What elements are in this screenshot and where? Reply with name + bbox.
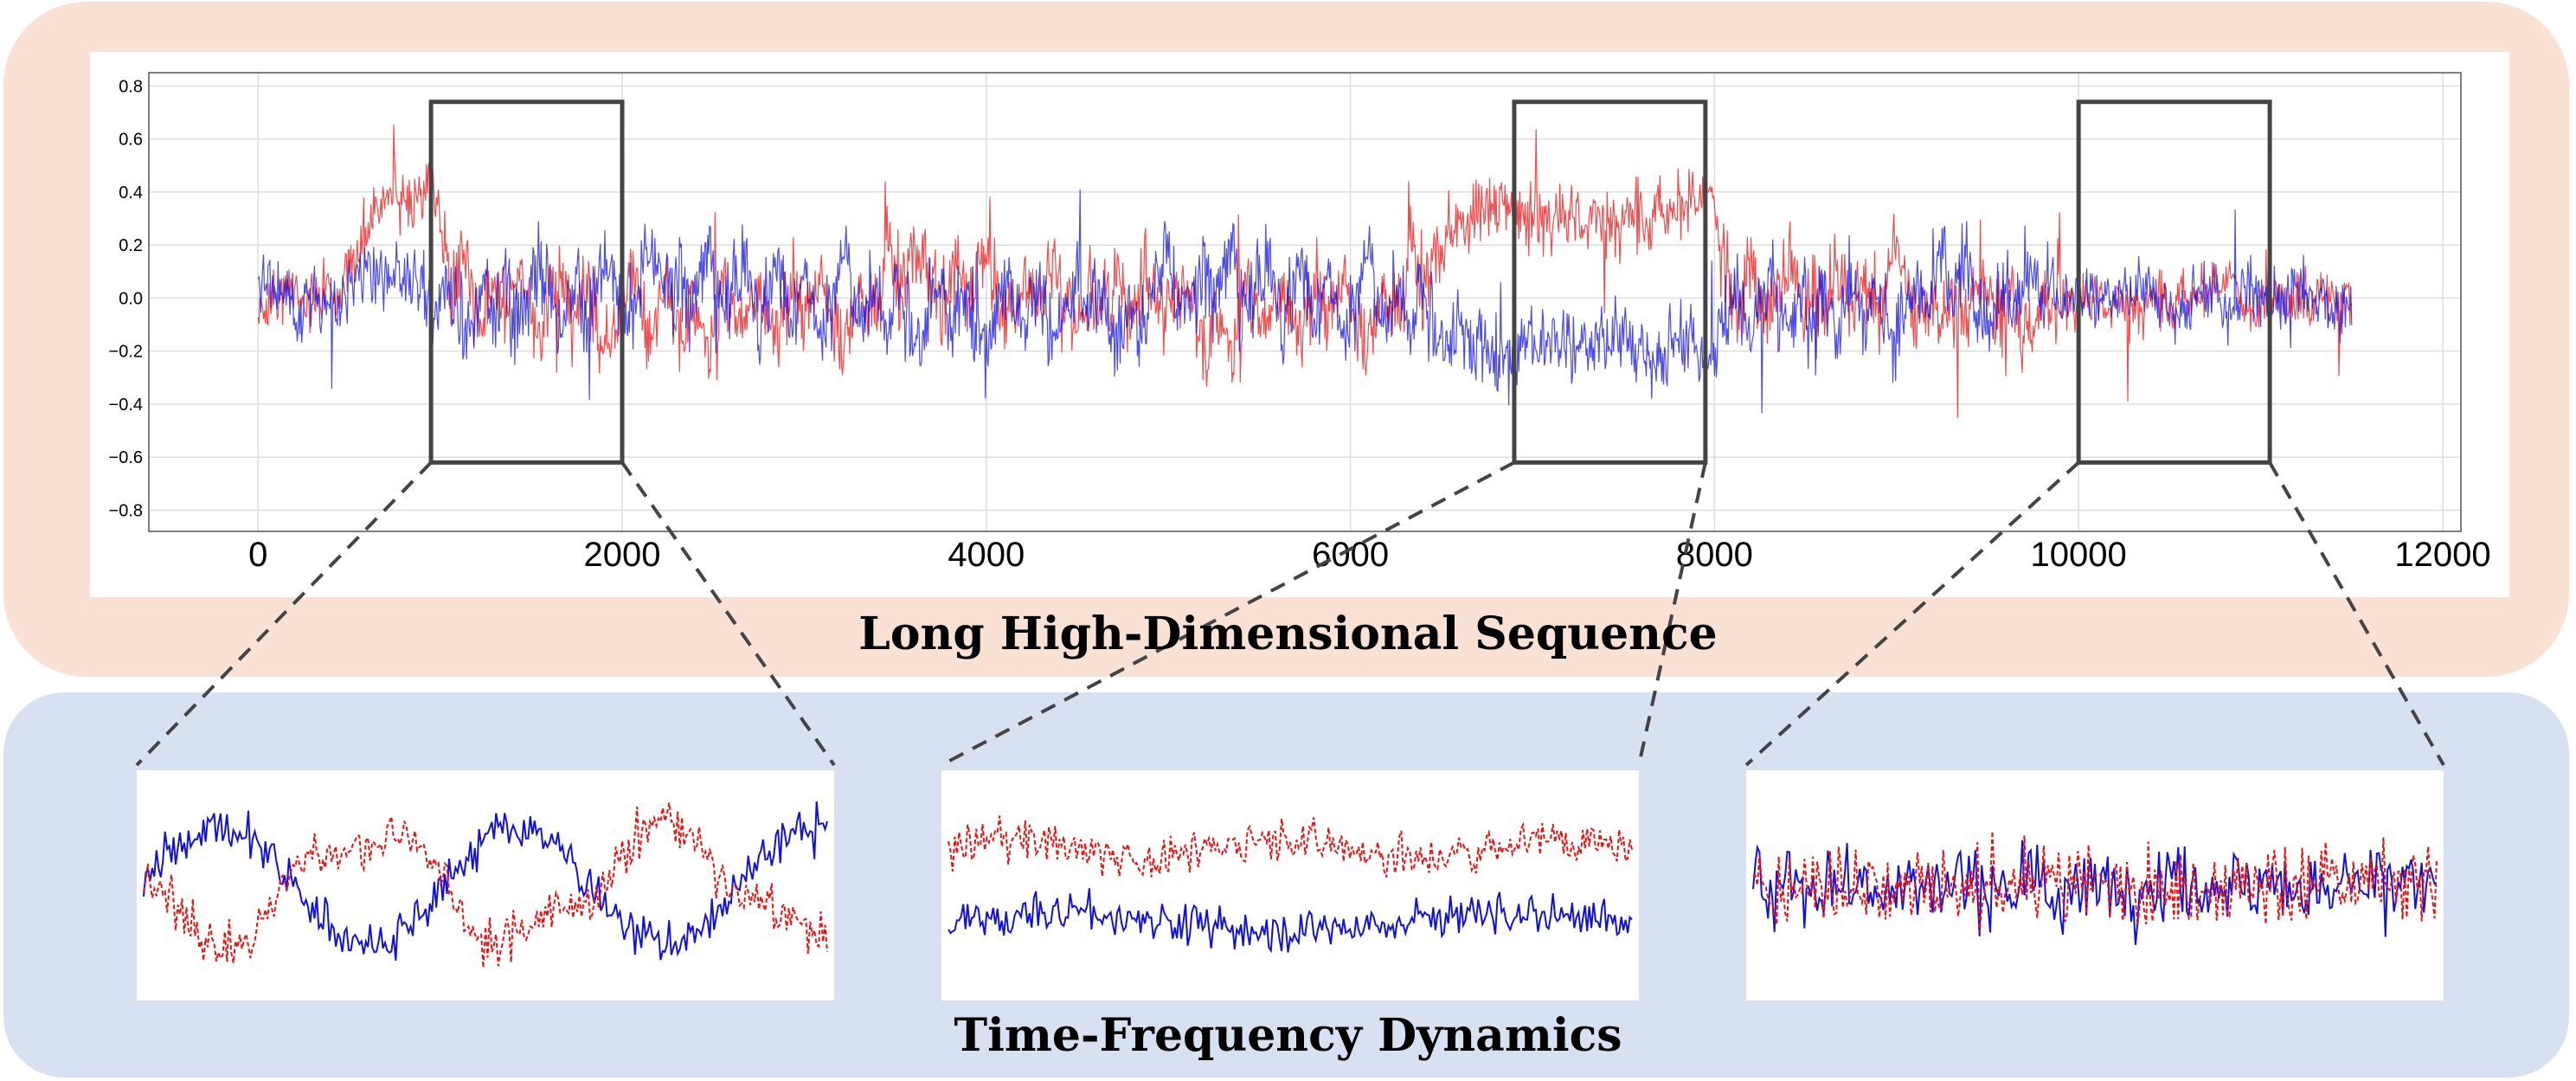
series-red-line (257, 125, 2353, 419)
y-tick-label: −0.8 (109, 501, 143, 520)
zoom-series-red-line (948, 815, 1633, 878)
x-tick-label: 0 (248, 536, 267, 574)
y-tick-label: 0.4 (119, 183, 143, 203)
connector-line (2268, 461, 2445, 766)
y-tick-label: 0.8 (119, 77, 143, 96)
y-tick-label: 0.2 (119, 236, 143, 255)
y-tick-label: −0.2 (109, 343, 143, 362)
zoom-series-blue-line (948, 888, 1633, 954)
x-tick-labels: 0 2000 4000 6000 8000 10000 12000 (248, 536, 2490, 574)
long-sequence-chart: 0.8 0.6 0.4 0.2 0.0 −0.2 −0.4 −0.6 −0.8 0 2000 400… (109, 72, 2491, 574)
connector-line (941, 460, 1515, 767)
zoom-window-2-chart (948, 815, 1633, 954)
zoom-window-3-chart (1752, 831, 2438, 945)
x-tick-label: 6000 (1312, 536, 1389, 574)
y-tick-label: 0.0 (119, 289, 143, 308)
highlight-box (428, 100, 625, 465)
connector-line (620, 461, 836, 767)
x-tick-label: 2000 (584, 536, 661, 574)
x-tick-label: 10000 (2031, 536, 2127, 574)
highlight-box (2076, 100, 2272, 465)
top-panel-title: Long High-Dimensional Sequence (858, 608, 1718, 660)
zoom-series-blue-line (1752, 840, 2438, 945)
zoom-window-2-plot-area (941, 770, 1639, 1001)
zoom-series-blue-line (143, 801, 828, 961)
series-blue-line (257, 189, 2353, 414)
connector-line (1744, 460, 2080, 767)
y-tick-label: −0.6 (109, 448, 143, 467)
zoom-series-red-line (1752, 831, 2438, 933)
zoom-connectors (135, 460, 2445, 767)
zoom-series-red-line (143, 802, 828, 968)
connector-line (135, 460, 433, 767)
highlight-box (1512, 100, 1708, 465)
x-tick-label: 12000 (2394, 536, 2490, 574)
highlight-boxes (428, 100, 2272, 465)
main-axes-frame (148, 72, 2462, 532)
x-tick-label: 4000 (948, 536, 1025, 574)
y-tick-label: −0.4 (109, 396, 143, 415)
bottom-panel-title: Time-Frequency Dynamics (954, 1009, 1622, 1062)
y-tick-label: 0.6 (119, 131, 143, 150)
series-lines (257, 125, 2353, 419)
zoom-window-1-chart (143, 801, 828, 968)
y-tick-labels: 0.8 0.6 0.4 0.2 0.0 −0.2 −0.4 −0.6 −0.8 (109, 77, 143, 520)
